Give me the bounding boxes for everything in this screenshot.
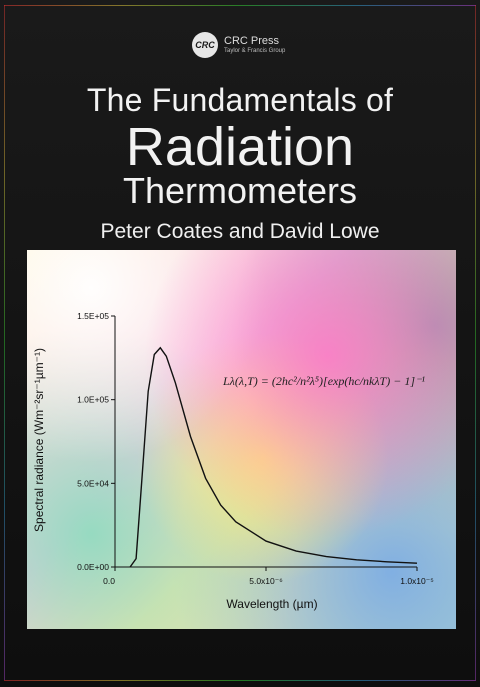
planck-chart: 0.0E+00 5.0E+04 1.0E+05 1.5E+05 0.0 5.0x10⁻⁶… xyxy=(32,311,434,611)
x-tick-label: 5.0x10⁻⁶ xyxy=(249,576,283,586)
x-tick-label: 1.0x10⁻⁵ xyxy=(400,576,434,586)
authors: Peter Coates and David Lowe xyxy=(100,220,380,243)
publisher-block: CRC CRC Press Taylor & Francis Group xyxy=(192,32,285,58)
x-tick-label: 0.0 xyxy=(103,576,115,586)
title-line-2: Radiation xyxy=(125,117,355,177)
y-axis-label: Spectral radiance (Wm⁻²sr⁻¹µm⁻¹) xyxy=(32,348,46,532)
publisher-text: CRC Press Taylor & Francis Group xyxy=(224,36,285,54)
y-tick-label: 5.0E+04 xyxy=(77,478,109,488)
publisher-name: CRC Press xyxy=(224,35,280,48)
y-tick-label: 0.0E+00 xyxy=(77,562,109,572)
x-axis-label: Wavelength (µm) xyxy=(226,597,317,611)
title-line-1: The Fundamentals of xyxy=(86,82,394,118)
title-line-3: Thermometers xyxy=(122,170,358,211)
publisher-group: Taylor & Francis Group xyxy=(224,47,286,54)
bottom-border-line xyxy=(4,680,476,681)
y-tick-label: 1.5E+05 xyxy=(77,311,109,321)
y-tick-label: 1.0E+05 xyxy=(77,395,109,405)
series-line xyxy=(129,346,418,568)
cover-figure: 0.0E+00 5.0E+04 1.0E+05 1.5E+05 0.0 5.0x10⁻⁶… xyxy=(27,250,456,629)
right-border-line xyxy=(475,5,476,680)
left-border-line xyxy=(4,5,5,680)
formula-text: Lλ(λ,T) = (2hc²/n²λ⁵)[exp(hc/nkλT) − 1]⁻… xyxy=(222,374,425,388)
crc-logo-icon: CRC xyxy=(192,32,218,58)
top-border-line xyxy=(4,5,476,6)
